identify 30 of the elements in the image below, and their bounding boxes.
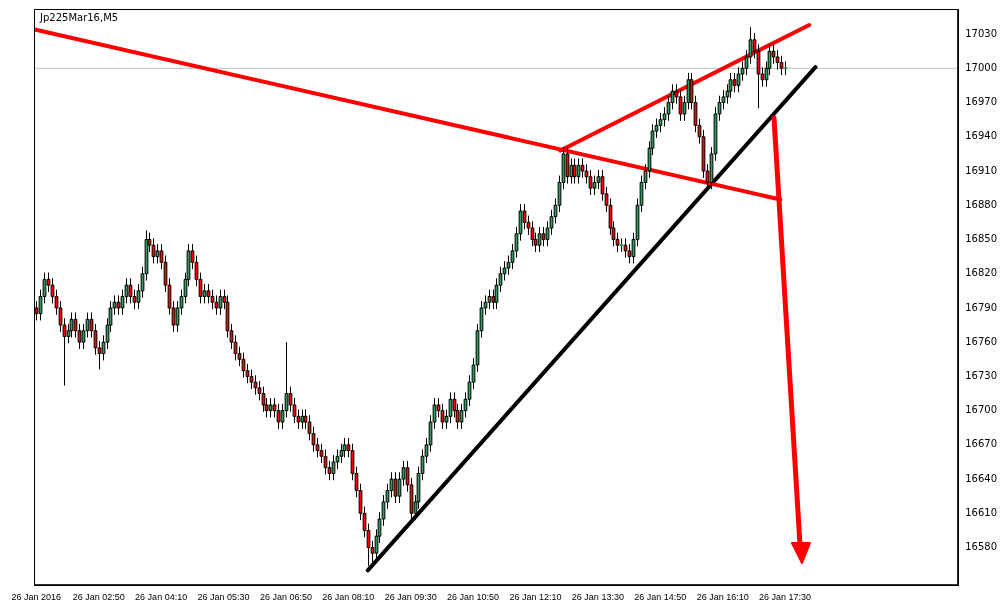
y-tick-label: 16820: [965, 267, 997, 279]
y-tick-label: 16910: [965, 164, 997, 176]
y-tick-label: 16850: [965, 233, 997, 245]
x-tick-label: 26 Jan 08:10: [322, 592, 375, 603]
x-tick-label: 26 Jan 14:50: [634, 592, 687, 603]
y-tick-label: 16880: [965, 198, 997, 210]
x-tick-label: 26 Jan 09:30: [384, 592, 437, 603]
x-tick-label: 26 Jan 10:50: [447, 592, 500, 603]
x-tick-label: 26 Jan 02:50: [72, 592, 125, 603]
y-tick-label: 16730: [965, 369, 997, 381]
y-tick-label: 16640: [965, 472, 997, 484]
x-tick-label: 26 Jan 12:10: [509, 592, 562, 603]
x-tick-label: 26 Jan 05:30: [197, 592, 250, 603]
x-tick-label: 26 Jan 16:10: [696, 592, 749, 603]
y-tick-label: 16970: [965, 96, 997, 108]
y-tick-label: 17030: [965, 27, 997, 39]
y-tick-label: 16940: [965, 130, 997, 142]
x-tick-label: 26 Jan 2016: [11, 592, 62, 603]
y-tick-label: 16760: [965, 335, 997, 347]
x-tick-label: 26 Jan 06:50: [259, 592, 312, 603]
y-tick-label: 16670: [965, 438, 997, 450]
x-tick-label: 26 Jan 13:30: [571, 592, 624, 603]
chart-title: Jp225Mar16,M5: [40, 12, 119, 23]
x-tick-label: 26 Jan 17:30: [759, 592, 812, 603]
y-tick-label: 16580: [965, 541, 997, 553]
y-tick-label: 16610: [965, 506, 997, 518]
y-tick-label: 16790: [965, 301, 997, 313]
y-tick-label: 17000: [965, 61, 997, 73]
y-tick-label: 16700: [965, 404, 997, 416]
x-tick-label: 26 Jan 04:10: [135, 592, 188, 603]
